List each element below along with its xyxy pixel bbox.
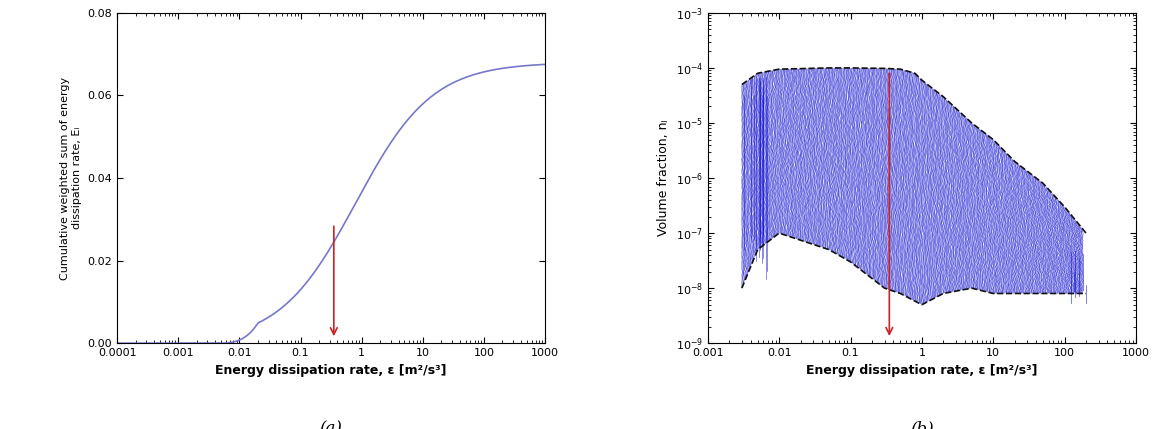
X-axis label: Energy dissipation rate, ε [m²/s³]: Energy dissipation rate, ε [m²/s³] [215, 364, 447, 377]
Text: (a): (a) [320, 420, 343, 429]
X-axis label: Energy dissipation rate, ε [m²/s³]: Energy dissipation rate, ε [m²/s³] [806, 364, 1038, 377]
Y-axis label: Volume fraction, nⱼ: Volume fraction, nⱼ [657, 120, 670, 236]
Text: (b): (b) [910, 420, 933, 429]
Y-axis label: Cumulative weighted sum of energy
dissipation rate, Eᵢ: Cumulative weighted sum of energy dissip… [61, 76, 82, 280]
